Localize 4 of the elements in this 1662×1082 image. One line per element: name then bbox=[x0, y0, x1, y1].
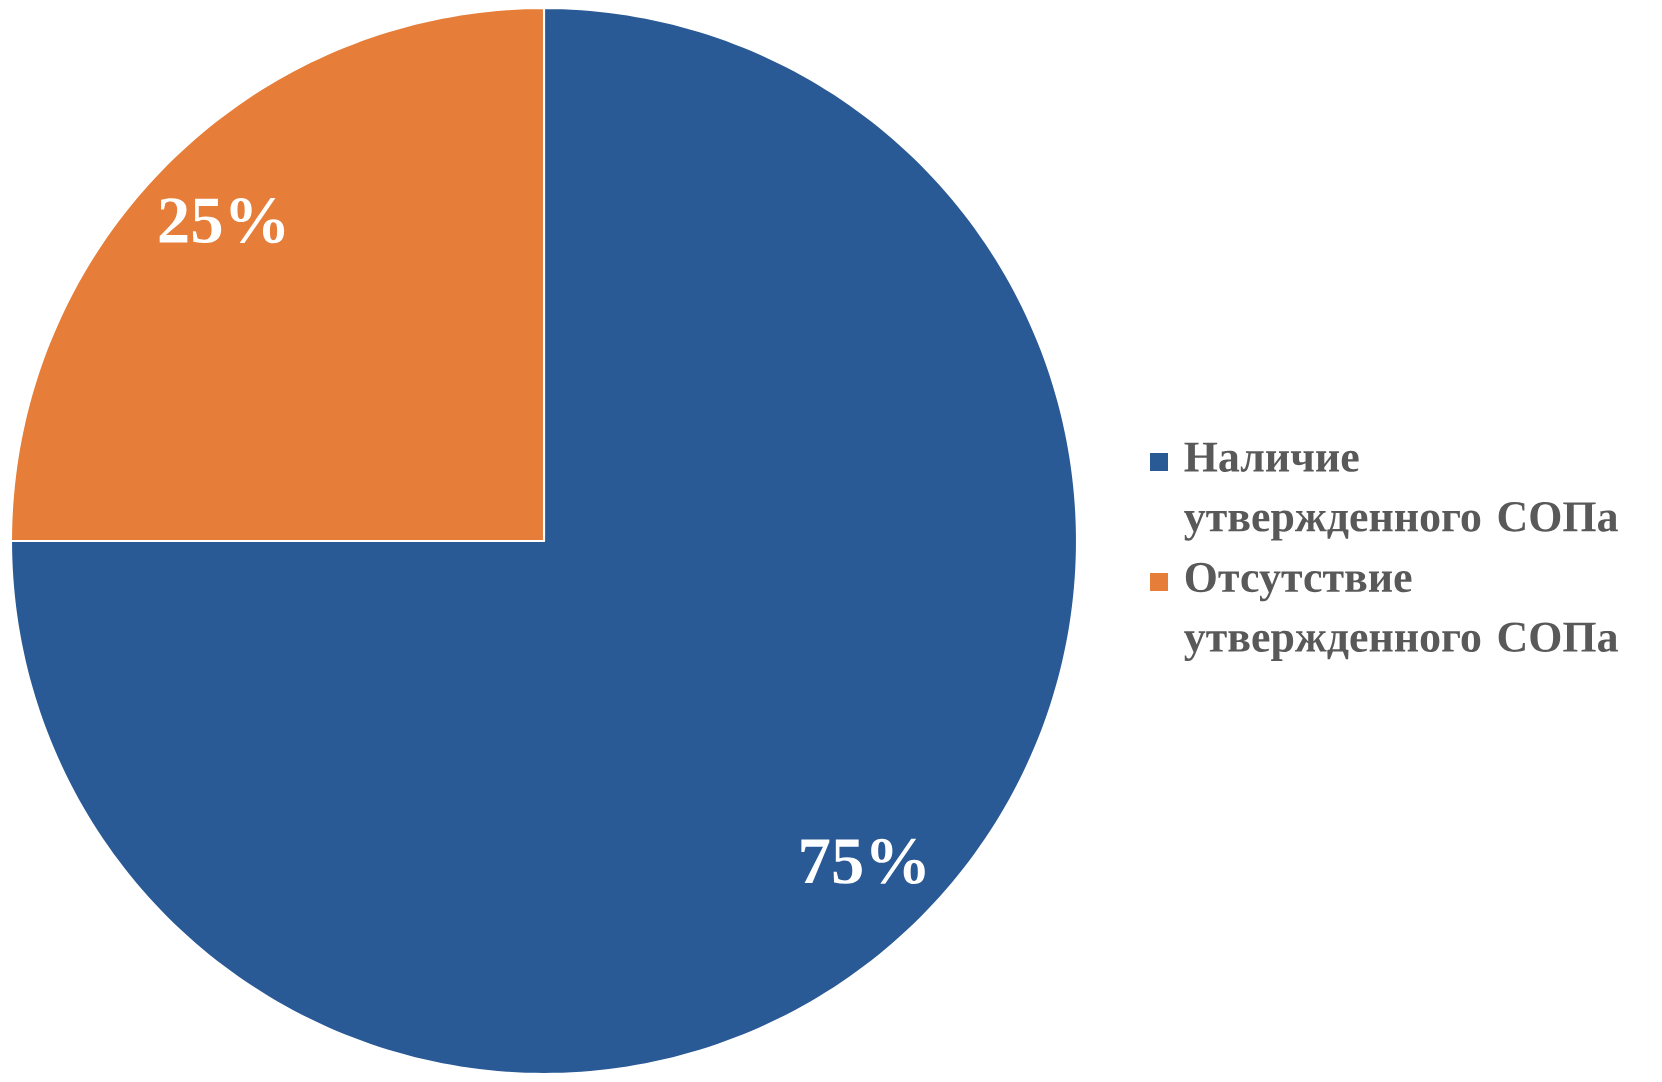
legend-label: Отсутствие утвержденного СОПа bbox=[1184, 562, 1618, 662]
data-label: 75% bbox=[801, 838, 925, 884]
data-label: 25% bbox=[159, 198, 285, 244]
legend-label: Наличие утвержденного СОПа bbox=[1184, 442, 1618, 541]
